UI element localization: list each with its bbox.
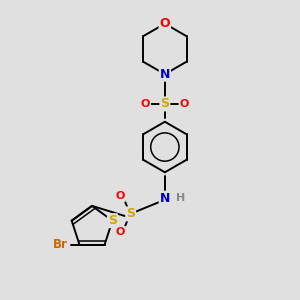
Text: N: N (160, 68, 170, 81)
Text: H: H (176, 193, 185, 203)
Text: S: S (160, 98, 169, 110)
Text: N: N (160, 192, 170, 205)
Text: O: O (116, 191, 125, 201)
Text: O: O (116, 227, 125, 237)
Text: O: O (160, 17, 170, 30)
Text: Br: Br (53, 238, 68, 251)
Text: S: S (108, 214, 117, 227)
Text: S: S (126, 207, 135, 220)
Text: O: O (141, 99, 150, 109)
Text: O: O (179, 99, 189, 109)
